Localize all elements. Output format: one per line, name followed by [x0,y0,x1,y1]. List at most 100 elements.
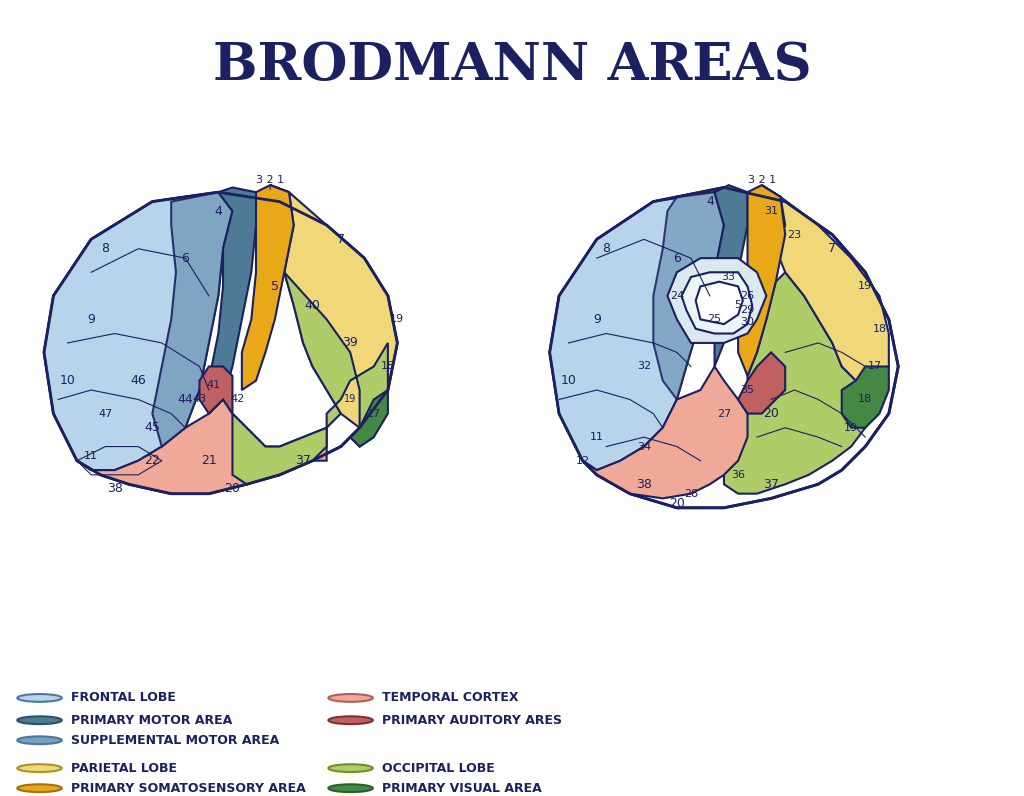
Polygon shape [738,353,785,414]
Text: 18: 18 [872,324,887,334]
Text: 4: 4 [214,205,222,217]
Text: 26: 26 [740,291,755,301]
Text: 38: 38 [106,482,123,495]
Text: 10: 10 [59,374,76,387]
Text: 46: 46 [130,374,146,387]
Text: 3 2 1: 3 2 1 [256,175,285,185]
Text: 39: 39 [342,337,358,349]
Polygon shape [550,192,724,470]
Text: PARIETAL LOBE: PARIETAL LOBE [72,762,177,775]
Text: 20: 20 [669,497,685,509]
Text: 44: 44 [177,393,194,406]
Polygon shape [653,192,724,400]
Text: 37: 37 [295,455,311,467]
Text: 8: 8 [602,242,610,256]
Text: 11: 11 [84,451,98,461]
Text: 19: 19 [390,314,404,325]
Circle shape [17,736,61,744]
Polygon shape [738,185,785,376]
Text: 17: 17 [367,408,381,419]
Polygon shape [682,272,753,334]
Circle shape [329,784,373,792]
Polygon shape [550,188,898,508]
Text: PRIMARY VISUAL AREA: PRIMARY VISUAL AREA [382,782,542,794]
Text: 9: 9 [593,313,601,326]
Text: FRONTAL LOBE: FRONTAL LOBE [72,692,176,704]
Text: 28: 28 [684,489,698,498]
Text: 22: 22 [144,455,160,467]
Text: 19: 19 [344,395,356,404]
Polygon shape [44,192,397,494]
Text: 18: 18 [858,395,872,404]
Polygon shape [724,272,865,494]
Text: 30: 30 [740,317,755,326]
Text: 8: 8 [101,242,110,256]
Text: OCCIPITAL LOBE: OCCIPITAL LOBE [382,762,496,775]
Text: 37: 37 [763,478,779,491]
Text: 6: 6 [673,252,681,264]
Circle shape [17,694,61,702]
Text: PRIMARY SOMATOSENSORY AREA: PRIMARY SOMATOSENSORY AREA [72,782,306,794]
Text: 32: 32 [637,361,651,372]
Text: BRODMANN AREAS: BRODMANN AREAS [213,40,811,91]
Text: 10: 10 [560,374,577,387]
Circle shape [329,716,373,724]
Text: 34: 34 [637,442,651,451]
Text: 4: 4 [706,195,714,208]
Text: 24: 24 [670,291,684,301]
Text: 25: 25 [708,314,722,325]
Text: 5: 5 [270,280,279,293]
Polygon shape [715,185,748,366]
Text: 43: 43 [193,395,207,404]
Polygon shape [350,390,388,447]
Polygon shape [668,258,766,343]
Text: 7: 7 [828,242,837,256]
Text: 19: 19 [858,282,872,291]
Text: PRIMARY AUDITORY ARES: PRIMARY AUDITORY ARES [382,714,562,727]
Polygon shape [242,185,294,390]
Polygon shape [44,192,232,470]
Text: SUPPLEMENTAL MOTOR AREA: SUPPLEMENTAL MOTOR AREA [72,734,280,747]
Text: 20: 20 [763,407,779,420]
Polygon shape [583,366,748,498]
Polygon shape [153,192,232,447]
Circle shape [17,764,61,772]
Text: 41: 41 [207,380,220,390]
Text: 40: 40 [304,298,321,312]
Text: 7: 7 [337,232,345,246]
Text: PRIMARY MOTOR AREA: PRIMARY MOTOR AREA [72,714,232,727]
Polygon shape [200,366,232,414]
Polygon shape [695,282,742,324]
Text: 3 2 1: 3 2 1 [748,175,776,185]
Text: 21: 21 [201,455,217,467]
Text: 6: 6 [181,252,189,264]
Polygon shape [842,366,889,427]
Polygon shape [270,185,397,427]
Text: 17: 17 [867,361,882,372]
Text: 20: 20 [224,482,241,495]
Text: 9: 9 [87,313,95,326]
Polygon shape [77,400,327,494]
Text: 23: 23 [787,229,802,240]
Text: 47: 47 [98,408,113,419]
Text: 12: 12 [575,455,590,466]
Circle shape [329,764,373,772]
Polygon shape [209,188,256,414]
Text: 38: 38 [636,478,652,491]
Text: 42: 42 [230,395,245,404]
Polygon shape [762,185,889,390]
Text: 19: 19 [844,423,858,433]
Text: 45: 45 [144,421,161,435]
Text: TEMPORAL CORTEX: TEMPORAL CORTEX [382,692,519,704]
Text: 5: 5 [734,300,741,310]
Text: 35: 35 [740,385,755,395]
Circle shape [17,784,61,792]
Circle shape [329,694,373,702]
Polygon shape [232,272,388,484]
Circle shape [17,716,61,724]
Text: 36: 36 [731,470,745,480]
Text: 27: 27 [717,408,731,419]
Text: 33: 33 [722,272,735,282]
Text: 31: 31 [764,206,778,216]
Text: 29: 29 [740,305,755,315]
